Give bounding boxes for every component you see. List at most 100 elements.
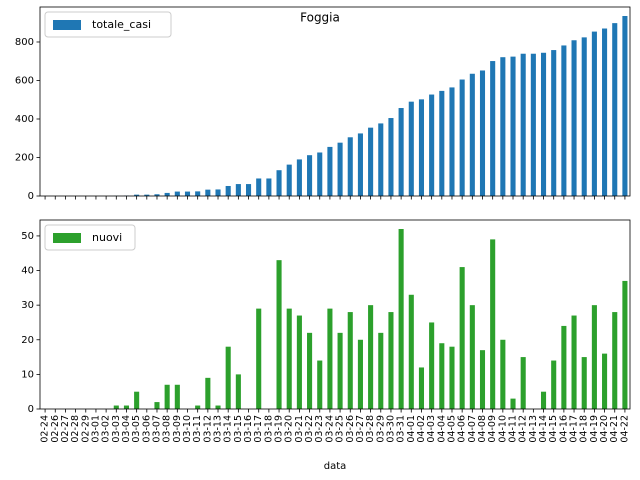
bar xyxy=(174,191,180,196)
x-tick-label: 03-06 xyxy=(141,415,152,443)
bar xyxy=(540,52,547,197)
bar xyxy=(439,90,445,196)
bar xyxy=(581,37,587,196)
bar xyxy=(479,70,486,196)
bar xyxy=(164,384,170,409)
bar xyxy=(296,159,302,196)
bar xyxy=(245,184,252,196)
bar xyxy=(317,152,323,196)
x-tick-label: 04-12 xyxy=(518,415,529,443)
bar xyxy=(561,45,567,196)
bar xyxy=(195,405,201,409)
bar xyxy=(225,346,231,409)
axes-frame xyxy=(39,219,631,410)
bar xyxy=(357,133,363,196)
bar xyxy=(429,94,435,196)
bar xyxy=(174,384,180,409)
x-tick-label: 03-30 xyxy=(385,415,396,443)
bar xyxy=(327,146,333,196)
x-tick-label: 03-08 xyxy=(162,415,173,443)
y-tick-label: 800 xyxy=(15,37,34,48)
legend: nuovi xyxy=(44,224,136,251)
bar xyxy=(510,398,516,409)
x-tick-label: 03-22 xyxy=(304,415,315,443)
x-tick-label: 03-18 xyxy=(263,415,274,443)
bar xyxy=(154,402,160,409)
bar xyxy=(429,322,435,409)
bar xyxy=(164,192,170,196)
y-tick-label: 200 xyxy=(15,152,34,163)
bar xyxy=(286,164,292,196)
x-tick-label: 03-05 xyxy=(131,415,142,443)
x-tick-label: 03-03 xyxy=(111,415,122,443)
bar xyxy=(256,178,262,196)
x-tick-label: 03-17 xyxy=(253,415,264,443)
x-tick-label: 04-18 xyxy=(579,415,590,443)
x-tick-label: 04-16 xyxy=(558,415,569,443)
legend-frame xyxy=(44,11,172,38)
bar xyxy=(235,184,241,196)
bar xyxy=(540,391,547,409)
bar xyxy=(337,142,343,196)
bar xyxy=(184,191,191,196)
bar xyxy=(205,377,211,409)
bar xyxy=(500,57,506,196)
bar xyxy=(347,312,353,409)
x-tick-label: 03-26 xyxy=(345,415,356,443)
legend-swatch xyxy=(53,20,81,30)
bar xyxy=(408,101,414,196)
x-tick-label: 03-15 xyxy=(233,415,244,443)
x-tick-label: 03-31 xyxy=(396,415,407,443)
x-tick-label: 04-07 xyxy=(467,415,478,443)
y-tick-label: 10 xyxy=(21,369,34,380)
bar xyxy=(459,79,465,196)
x-tick-label: 04-13 xyxy=(528,415,539,443)
x-tick-label: 02-26 xyxy=(50,415,61,443)
bar xyxy=(398,108,404,196)
x-tick-label: 02-24 xyxy=(40,415,51,443)
bar xyxy=(154,194,160,196)
bar xyxy=(327,308,333,409)
bar xyxy=(551,50,557,197)
bar xyxy=(408,294,414,409)
bar xyxy=(398,229,404,409)
x-tick-label: 04-01 xyxy=(406,415,417,443)
legend: totale_casi xyxy=(44,11,172,38)
bar xyxy=(307,332,313,409)
bar xyxy=(591,305,597,409)
legend-label: nuovi xyxy=(92,231,122,244)
bar xyxy=(347,137,353,196)
bar xyxy=(510,56,516,197)
legend-swatch xyxy=(53,233,81,243)
bar xyxy=(530,53,536,196)
bar xyxy=(235,374,241,409)
bar xyxy=(490,61,496,197)
x-tick-label: 02-28 xyxy=(70,415,81,443)
bar xyxy=(123,405,130,409)
bar xyxy=(459,267,465,409)
y-tick-label: 40 xyxy=(21,266,34,277)
y-tick-label: 50 xyxy=(21,231,34,242)
x-tick-label: 04-02 xyxy=(416,415,427,443)
x-tick-label: 03-04 xyxy=(121,415,132,443)
y-tick-label: 20 xyxy=(21,335,34,346)
bar xyxy=(520,357,526,409)
x-tick-label: 03-09 xyxy=(172,415,183,443)
x-tick-label: 04-15 xyxy=(548,415,559,443)
x-tick-label: 03-28 xyxy=(365,415,376,443)
bar xyxy=(317,360,323,409)
bar xyxy=(388,118,394,196)
bar xyxy=(571,315,577,409)
x-tick-label: 03-11 xyxy=(192,415,203,443)
x-tick-label: 04-11 xyxy=(508,415,519,443)
x-tick-label: 04-17 xyxy=(569,415,580,443)
bar xyxy=(551,360,557,409)
x-axis-label: data xyxy=(324,461,347,472)
bar xyxy=(439,343,445,409)
x-tick-label: 03-13 xyxy=(213,415,224,443)
bar xyxy=(449,346,455,409)
bar xyxy=(368,127,374,196)
x-tick-label: 03-12 xyxy=(202,415,213,443)
bar xyxy=(469,305,475,409)
